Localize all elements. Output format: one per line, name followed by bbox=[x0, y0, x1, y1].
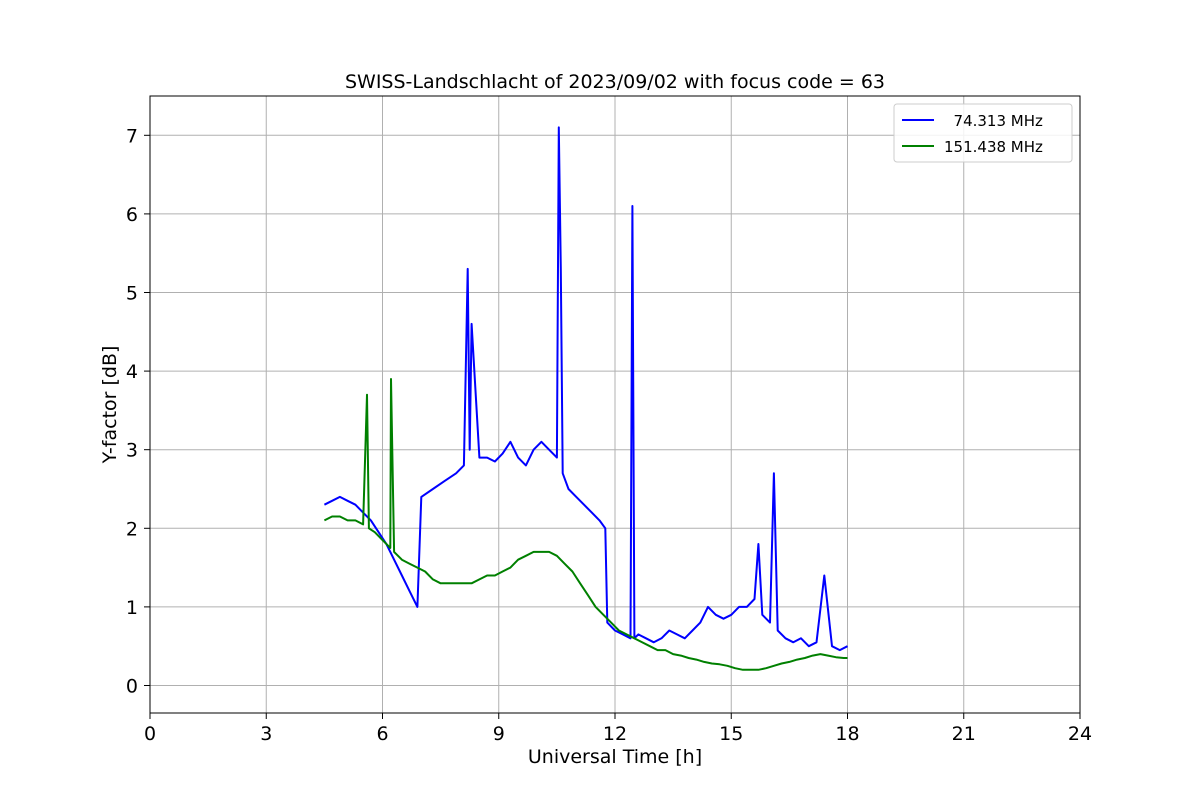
y-tick-label: 4 bbox=[126, 361, 138, 383]
y-tick-label: 7 bbox=[126, 125, 138, 147]
x-tick-label: 15 bbox=[719, 723, 743, 745]
x-axis-label: Universal Time [h] bbox=[528, 746, 702, 768]
series-layer bbox=[323, 126, 848, 671]
x-tick-label: 24 bbox=[1068, 723, 1092, 745]
series-line-74mhz bbox=[323, 126, 848, 652]
y-tick-label: 6 bbox=[126, 204, 138, 226]
legend-label-74mhz: 74.313 MHz bbox=[944, 112, 1043, 130]
legend-label-151mhz: 151.438 MHz bbox=[944, 138, 1043, 156]
y-tick-label: 3 bbox=[126, 440, 138, 462]
y-tick-label: 5 bbox=[126, 282, 138, 304]
x-tick-label: 21 bbox=[952, 723, 976, 745]
y-tick-label: 2 bbox=[126, 518, 138, 540]
y-tick-label: 0 bbox=[126, 675, 138, 697]
legend: 74.313 MHz 151.438 MHz bbox=[893, 103, 1073, 163]
series-line-151mhz bbox=[323, 378, 848, 671]
x-tick-label: 12 bbox=[603, 723, 627, 745]
x-tick-label: 6 bbox=[376, 723, 388, 745]
x-tick-label: 9 bbox=[493, 723, 505, 745]
legend-box bbox=[893, 103, 1073, 163]
chart-title: SWISS-Landschlacht of 2023/09/02 with fo… bbox=[345, 71, 885, 93]
y-tick-label: 1 bbox=[126, 597, 138, 619]
x-tick-label: 0 bbox=[144, 723, 156, 745]
y-axis-label: Y-factor [dB] bbox=[99, 346, 121, 465]
x-tick-label: 3 bbox=[260, 723, 272, 745]
x-tick-label: 18 bbox=[835, 723, 859, 745]
